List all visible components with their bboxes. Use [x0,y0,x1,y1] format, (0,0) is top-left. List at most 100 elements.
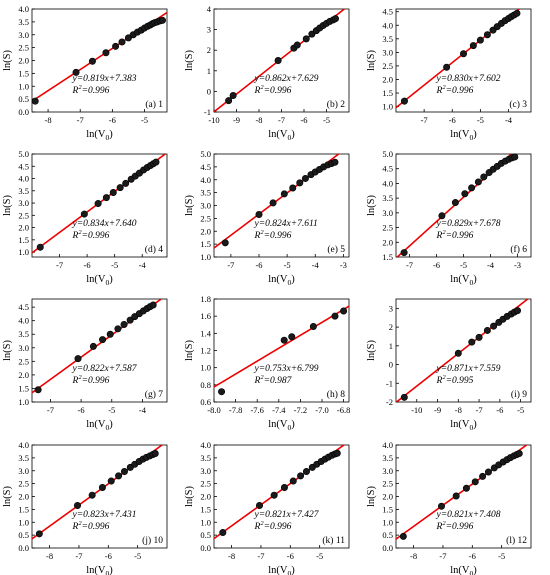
y-axis-label: ln(S) [2,194,13,216]
data-point [255,211,263,219]
x-axis-label: ln(V0) [268,419,295,432]
y-tick-label: 1.0 [18,81,29,91]
panel-label: (e) 5 [327,244,345,255]
x-tick-label: -7 [421,115,428,125]
y-axis-label: ln(S) [366,49,377,71]
x-tick-label: -7.2 [294,405,307,415]
x-tick-label: -8 [255,115,262,125]
fit-equation: y=0.821x+7.408 [436,510,501,520]
x-tick-label: -4 [139,260,147,270]
chart-panel-11: -8 -7 -6 -5 0.0 0.5 1.0 1.5 2.0 2.5 3.0 3.5 4.0 ln(V0… [184,440,350,575]
chart-panel-7: -7 -6 -5 -4 1.0 1.5 2.0 2.5 3.0 3.5 4.0 4.5 ln(V0) ln… [2,298,168,432]
y-tick-label: 2.5 [382,223,393,233]
y-axis-label: ln(S) [184,194,195,216]
panel-label: (h) 8 [327,389,345,400]
data-point [309,322,317,330]
data-point [99,336,107,344]
x-tick-label: -6 [78,405,85,415]
data-point [293,41,301,49]
data-point [36,243,44,251]
x-tick-label: -8 [46,551,53,561]
y-tick-label: 1.5 [200,504,211,514]
fit-equation: y=0.862x+7.629 [254,74,319,84]
x-tick-label: -7.8 [229,405,242,415]
data-point [331,312,339,320]
x-tick-label: -4 [505,115,513,125]
data-point [255,502,263,510]
y-tick-label: 1.5 [18,504,29,514]
r-squared-label: R2=0.996 [436,229,474,241]
data-point [480,173,488,181]
panel-label: (b) 2 [327,99,345,110]
plot-frame [395,8,532,113]
x-tick-label: -8 [45,115,52,125]
x-tick-label: -10 [411,405,422,415]
data-point [218,388,226,396]
y-tick-label: 1 [207,66,211,76]
data-point [109,189,117,197]
y-tick-label: 2.0 [200,226,211,236]
x-tick-label: -6 [433,260,440,270]
y-tick-label: 2.5 [18,479,29,489]
y-tick-label: 4.0 [18,316,29,326]
y-tick-label: 2.0 [18,223,29,233]
x-tick-label: -10 [208,115,219,125]
x-tick-label: -5 [460,260,467,270]
y-tick-label: 3.5 [18,17,29,27]
y-tick-label: 0 [207,86,211,96]
y-tick-label: 2.5 [382,61,393,71]
y-axis-label: ln(S) [2,339,13,361]
y-tick-label: 1.0 [382,517,393,527]
y-tick-label: 0.0 [18,543,29,553]
y-tick-label: 2.5 [200,213,211,223]
x-tick-label: -5 [316,551,323,561]
x-tick-label: -9 [233,115,240,125]
data-point [437,502,445,510]
data-point [288,333,296,341]
data-point [400,393,408,401]
chart-panel-1: -8 -7 -6 -5 0.0 0.5 1.0 1.5 2.0 2.5 3.0 3.5 4.0 ln(V0… [2,4,168,142]
x-tick-label: -7.0 [315,405,328,415]
y-tick-label: 2.5 [18,356,29,366]
data-point [88,491,96,499]
data-point [72,68,80,76]
y-tick-label: 1.0 [18,397,29,407]
data-point [106,330,114,338]
panel-label: (g) 7 [145,389,163,400]
y-tick-label: 3.5 [200,188,211,198]
fit-equation: y=0.829x+7.678 [436,219,501,229]
data-point [331,15,339,23]
y-tick-label: 4.5 [18,161,29,171]
y-tick-label: 1.0 [382,102,393,112]
panel-label: (d) 4 [145,244,163,255]
x-tick-label: -5 [108,405,115,415]
chart-panel-12: -8 -7 -6 -5 0.0 0.5 1.0 1.5 2.0 2.5 3.0 3.5 4.0 ln(V0… [366,440,532,575]
data-point [438,212,446,220]
data-point [112,42,120,50]
data-point [459,50,467,58]
y-tick-label: 1.5 [18,68,29,78]
y-tick-label: 1 [389,341,393,351]
y-tick-label: 3.0 [18,343,29,353]
data-point [280,483,288,491]
y-tick-label: 0.5 [18,530,29,540]
data-point [120,320,128,328]
data-point [221,239,229,247]
x-axis-label: ln(V0) [450,419,477,432]
y-tick-label: 3.5 [382,193,393,203]
chart-panel-4: -7 -6 -5 -4 1.0 1.5 2.0 2.5 3.0 3.5 4.0 4.5 5.0 ln(V0… [2,149,168,287]
x-tick-label: -6 [109,115,116,125]
x-axis-label: ln(V0) [450,274,477,287]
y-tick-label: 4.0 [200,175,211,185]
data-point [31,97,39,105]
data-point [474,178,482,186]
y-axis-label: ln(S) [2,49,13,71]
fit-equation: y=0.830x+7.602 [436,74,501,84]
r-squared-label: R2=0.996 [72,520,110,532]
data-point [107,477,115,485]
x-tick-label: -5 [141,115,148,125]
x-tick-label: -6 [449,115,456,125]
x-axis-label: ln(V0) [268,274,295,287]
y-tick-label: 0.5 [18,94,29,104]
